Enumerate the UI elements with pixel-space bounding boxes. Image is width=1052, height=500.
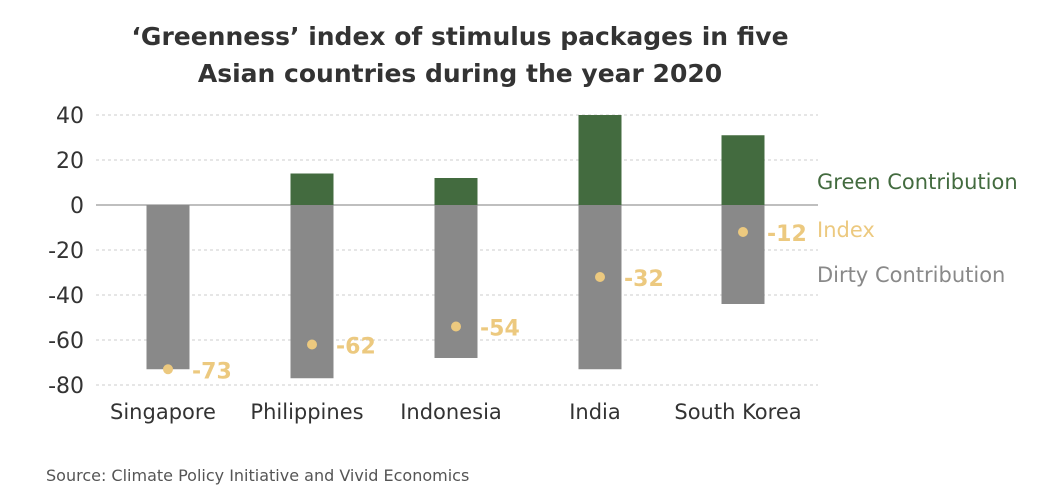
index-point — [163, 364, 173, 375]
index-point — [595, 272, 605, 282]
bar-dirty-contribution — [146, 205, 190, 370]
index-label: -73 — [192, 359, 232, 384]
index-label: -62 — [336, 335, 376, 360]
legend-green-contribution: Green Contribution — [817, 170, 1018, 194]
chart-title-line-1: ‘Greenness’ index of stimulus packages i… — [131, 22, 789, 51]
chart-title-line-2: Asian countries during the year 2020 — [197, 59, 723, 88]
index-point — [451, 321, 461, 332]
index-point — [307, 339, 317, 350]
x-tick-label: Singapore — [110, 400, 216, 424]
legend-index: Index — [817, 218, 875, 242]
y-tick-label: -40 — [48, 284, 84, 309]
x-tick-label: Indonesia — [400, 400, 502, 424]
bar-dirty-contribution — [290, 205, 334, 379]
y-tick-label: 0 — [70, 194, 84, 219]
legend-dirty-contribution: Dirty Contribution — [817, 263, 1005, 287]
x-tick-label: South Korea — [674, 400, 801, 424]
y-tick-label: -20 — [48, 239, 84, 264]
bar-dirty-contribution — [578, 205, 622, 370]
y-tick-label: -80 — [48, 374, 84, 399]
index-label: -32 — [624, 267, 664, 292]
index-point — [738, 227, 748, 237]
bar-green-contribution — [721, 135, 765, 205]
chart-title: ‘Greenness’ index of stimulus packages i… — [60, 18, 860, 92]
bar-green-contribution — [578, 115, 622, 205]
y-tick-label: -60 — [48, 329, 84, 354]
index-label: -12 — [767, 222, 807, 247]
bar-green-contribution — [434, 178, 478, 205]
x-tick-label: India — [569, 400, 621, 424]
bar-green-contribution — [290, 173, 334, 205]
bar-dirty-contribution — [721, 205, 765, 304]
y-tick-label: 20 — [56, 149, 84, 174]
y-tick-label: 40 — [56, 104, 84, 129]
index-label: -54 — [480, 317, 520, 342]
x-tick-label: Philippines — [250, 400, 363, 424]
source-note: Source: Climate Policy Initiative and Vi… — [46, 466, 470, 485]
bar-dirty-contribution — [434, 205, 478, 358]
